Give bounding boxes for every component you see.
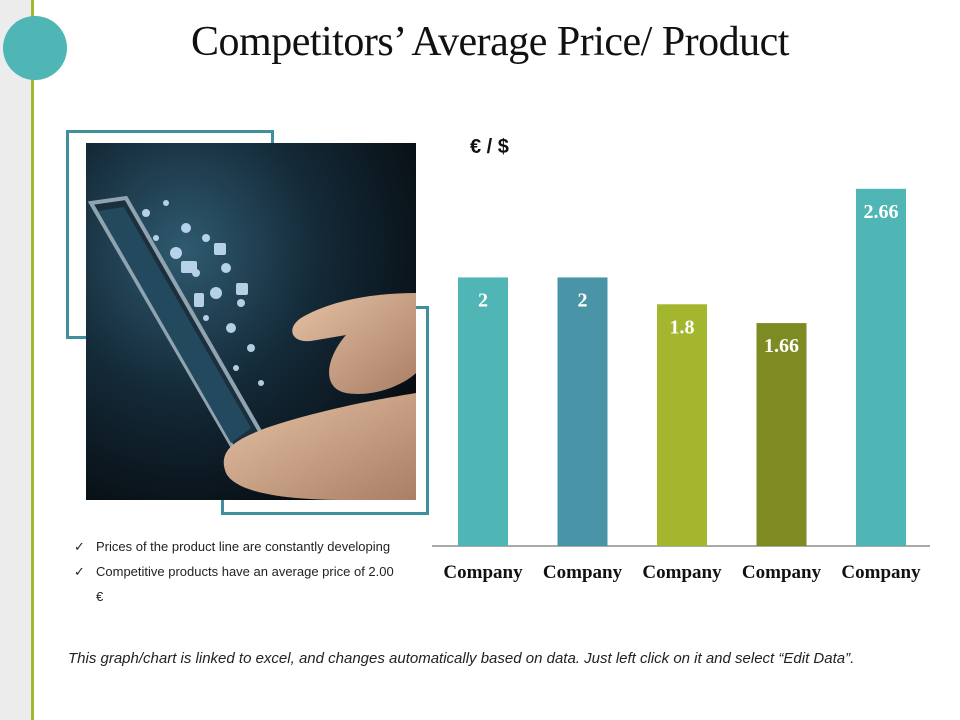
bullet-item: ✓ Competitive products have an average p… bbox=[72, 559, 402, 609]
bar-chart: 2 Company 2 Company 1.8 Company 1.66 Company 2.6… bbox=[432, 188, 930, 583]
category-label: Company bbox=[642, 562, 722, 583]
category-label: Company bbox=[742, 562, 822, 583]
y-axis-label: € / $ bbox=[470, 136, 509, 158]
accent-circle bbox=[3, 16, 67, 80]
tablet-photo bbox=[86, 143, 416, 500]
left-accent-line bbox=[31, 0, 34, 720]
left-strip bbox=[0, 0, 33, 720]
bar[interactable] bbox=[657, 304, 707, 546]
category-label: Company bbox=[543, 562, 623, 583]
bar[interactable] bbox=[557, 277, 608, 546]
checkmark-icon: ✓ bbox=[74, 539, 85, 554]
data-label: 1.8 bbox=[670, 316, 695, 338]
data-label: 2.66 bbox=[864, 201, 899, 223]
bullet-text: Competitive products have an average pri… bbox=[96, 564, 394, 604]
bullet-text: Prices of the product line are constantl… bbox=[96, 539, 391, 554]
data-label: 2 bbox=[478, 289, 488, 311]
data-label: 1.66 bbox=[764, 335, 799, 357]
category-label: Company bbox=[841, 562, 921, 583]
data-label: 2 bbox=[578, 289, 588, 311]
bar[interactable] bbox=[856, 188, 906, 547]
bullet-item: ✓ Prices of the product line are constan… bbox=[72, 534, 402, 559]
slide-title: Competitors’ Average Price/ Product bbox=[191, 19, 789, 65]
checkmark-icon: ✓ bbox=[74, 564, 85, 579]
bar[interactable] bbox=[756, 323, 807, 546]
category-label: Company bbox=[443, 562, 523, 583]
bullet-list: ✓ Prices of the product line are constan… bbox=[72, 534, 402, 609]
bar[interactable] bbox=[458, 277, 508, 546]
footnote: This graph/chart is linked to excel, and… bbox=[68, 650, 855, 667]
